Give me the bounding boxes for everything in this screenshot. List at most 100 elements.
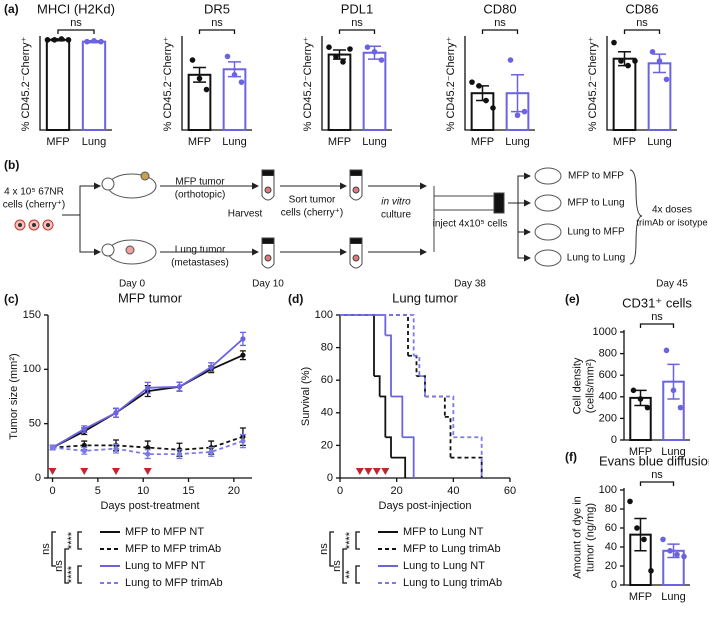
data-point xyxy=(521,108,528,115)
data-point xyxy=(84,38,90,45)
y-tick-label: 100 xyxy=(315,309,333,321)
x-tick-label: 10 xyxy=(137,485,149,497)
arrow xyxy=(508,172,531,204)
x-tick-label: 60 xyxy=(504,485,516,497)
significance-label: ** xyxy=(344,570,356,579)
x-tick-label: MFP xyxy=(328,136,351,148)
significance-bracket xyxy=(329,531,334,567)
y-axis-label: % CD45.2⁻Cherry⁺ xyxy=(302,36,314,131)
y-axis-label: Survival (%) xyxy=(300,367,312,426)
data-point xyxy=(634,525,640,531)
brace xyxy=(629,169,643,265)
mouse-icon xyxy=(534,167,562,267)
tube-icon xyxy=(261,169,363,269)
diagram-text: trimAb or isotype xyxy=(636,218,707,229)
survival-step xyxy=(391,456,407,478)
survival-step xyxy=(379,395,387,438)
data-point xyxy=(656,58,663,64)
bar xyxy=(362,51,387,131)
significance-label: **** xyxy=(66,565,78,583)
survival-step xyxy=(425,395,455,438)
legend-label: Lung to Lung trimAb xyxy=(403,577,502,589)
data-point xyxy=(231,72,238,78)
significance-label: ns xyxy=(351,17,363,29)
survival-step xyxy=(385,334,392,397)
x-tick-label: Lung xyxy=(661,446,685,458)
survival-step xyxy=(419,375,426,397)
panel-label: (a) xyxy=(4,2,19,16)
significance-bracket xyxy=(481,29,519,34)
diagram-text: inject 4x10⁵ cells xyxy=(433,219,508,230)
diagram-text: (orthotopic) xyxy=(175,190,226,201)
data-point xyxy=(113,446,119,452)
bar xyxy=(327,53,352,132)
day-label: Day 45 xyxy=(656,279,688,290)
data-point xyxy=(81,448,87,454)
panel-label: (b) xyxy=(4,158,19,172)
data-point xyxy=(145,444,151,451)
series-line xyxy=(52,354,244,449)
significance-bracket xyxy=(623,29,661,34)
data-point xyxy=(51,37,58,43)
y-tick-label: 800 xyxy=(599,348,617,360)
significance-bracket xyxy=(355,565,360,584)
y-tick-label: 60 xyxy=(321,374,333,386)
data-point xyxy=(681,553,687,560)
x-tick-label: MFP xyxy=(613,136,636,148)
x-tick-label: Lung xyxy=(82,136,106,148)
survival-step xyxy=(453,436,483,478)
y-tick-label: 200 xyxy=(599,412,617,424)
diagram-text: 4x doses xyxy=(652,205,692,216)
x-tick-label: 40 xyxy=(447,485,459,497)
data-point xyxy=(507,57,514,63)
error-bar xyxy=(634,517,647,552)
mouse-icon xyxy=(101,171,157,265)
significance-label: ns xyxy=(318,543,330,555)
chart-title: PDL1 xyxy=(341,1,374,16)
y-axis-label: % CD45.2⁻Cherry⁺ xyxy=(162,36,174,131)
legend-label: MFP to Lung trimAb xyxy=(403,543,501,555)
bar xyxy=(222,68,247,131)
arrow xyxy=(79,215,101,256)
x-tick-label: Lung xyxy=(505,136,529,148)
data-point xyxy=(514,112,521,119)
chart-title: CD80 xyxy=(483,1,516,16)
survival-step xyxy=(340,314,375,377)
significance-bracket xyxy=(338,29,376,34)
significance-label: ns xyxy=(651,469,663,481)
survival-step xyxy=(416,375,426,397)
significance-label: ns xyxy=(211,17,223,29)
data-point xyxy=(630,387,637,394)
y-axis-label-line: Cell density xyxy=(571,357,583,414)
significance-label: ns xyxy=(651,311,663,323)
y-tick-label: 60 xyxy=(605,522,617,534)
y-tick-label: 0 xyxy=(327,472,333,484)
survival-step xyxy=(408,354,418,377)
data-point xyxy=(91,37,97,44)
data-point xyxy=(176,451,183,457)
treatment-marker xyxy=(364,468,373,475)
y-tick-label: 1000 xyxy=(593,326,617,338)
survival-step xyxy=(413,354,421,377)
diagram-text: cells (cherry⁺) xyxy=(3,200,66,211)
diagram-text: cells (cherry⁺) xyxy=(281,208,344,219)
data-point xyxy=(667,548,673,554)
data-point xyxy=(625,62,631,69)
data-point xyxy=(618,58,624,64)
bar xyxy=(81,40,107,131)
diagram-text: MFP tumor xyxy=(175,177,225,188)
data-point xyxy=(240,352,246,358)
arrow xyxy=(517,176,531,262)
x-tick-label: MFP xyxy=(46,136,69,148)
panel-label: (f) xyxy=(565,450,577,464)
data-point xyxy=(58,36,65,42)
data-point xyxy=(145,385,151,391)
data-point xyxy=(632,58,638,64)
chart-title: MHCI (H2Kd) xyxy=(37,1,115,16)
data-point xyxy=(240,336,246,342)
treatment-marker xyxy=(143,468,152,475)
bar xyxy=(45,38,71,132)
x-tick-label: 20 xyxy=(228,485,240,497)
data-point xyxy=(364,44,371,50)
